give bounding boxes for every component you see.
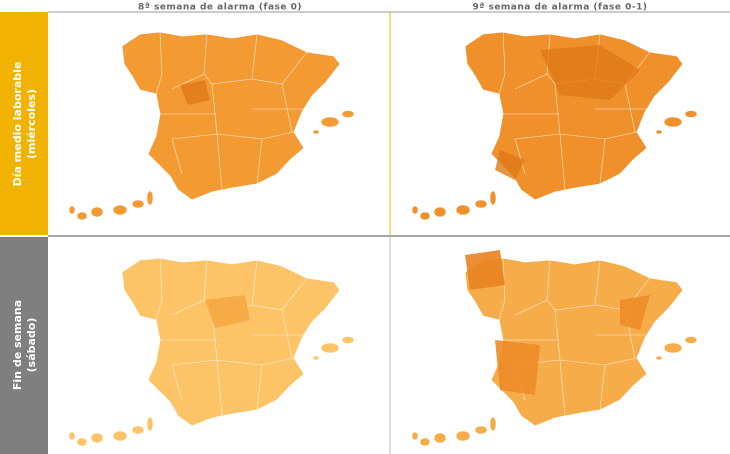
map-highlight — [540, 45, 640, 100]
column-header: 8ª semana de alarma (fase 0) — [138, 3, 302, 13]
row-label: Día medio laborable (miércoles) — [11, 62, 38, 187]
map — [68, 31, 355, 221]
row-label-line: (miércoles) — [25, 89, 38, 159]
map — [68, 257, 355, 447]
row-label-line: Día medio laborable — [11, 62, 24, 187]
map-highlight — [465, 250, 505, 290]
header-bar — [0, 0, 730, 12]
map-highlight — [620, 295, 650, 330]
column-header: 9ª semana de alarma (fase 0-1) — [472, 3, 647, 13]
row-label-line: (sábado) — [25, 318, 38, 373]
row-header — [0, 12, 48, 235]
row-label-line: Fin de semana — [11, 300, 24, 390]
map-highlight — [180, 80, 210, 105]
map-highlight — [205, 295, 250, 328]
map-highlight — [495, 340, 540, 395]
map-highlight — [495, 150, 525, 180]
row-header — [0, 237, 48, 454]
row-label: Fin de semana (sábado) — [11, 300, 38, 390]
map — [411, 257, 698, 447]
